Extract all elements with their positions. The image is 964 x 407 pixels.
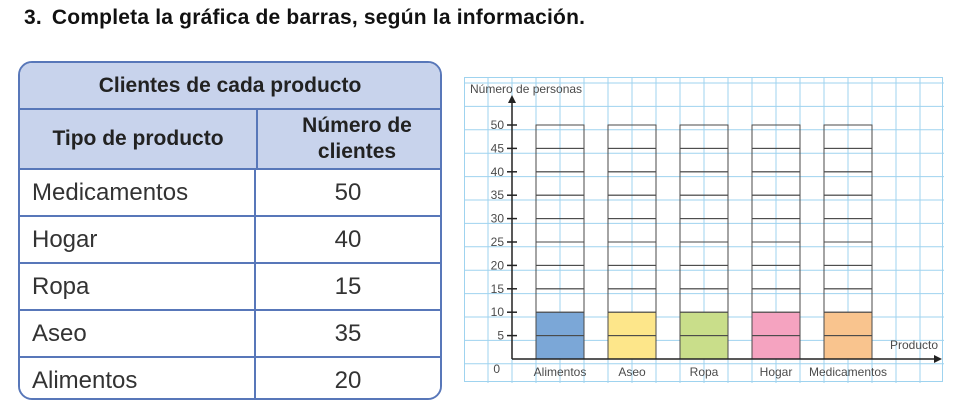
- bar-segment: [751, 124, 801, 149]
- y-axis-arrow: [508, 95, 516, 103]
- x-tick-label: Aseo: [618, 365, 646, 379]
- table-row: Hogar 40: [20, 217, 440, 264]
- table-header-row: Tipo de producto Número de clientes: [20, 110, 440, 170]
- row-count: 50: [334, 178, 362, 206]
- chart-axes: [507, 95, 942, 363]
- y-tick-label: 25: [491, 235, 505, 249]
- bar-segment: [535, 124, 585, 149]
- data-table: Clientes de cada producto Tipo de produc…: [18, 61, 442, 400]
- bar-chart: Alimentos Aseo Ropa Hogar Medicamentos 5 10 15 2…: [464, 77, 944, 383]
- y-tick-label: 50: [491, 118, 505, 132]
- exercise-number: 3.: [24, 6, 42, 29]
- y-tick-label: 15: [491, 282, 505, 296]
- row-product: Ropa: [20, 264, 256, 309]
- x-tick-label: Medicamentos: [809, 365, 887, 379]
- chart-bars: [535, 124, 873, 360]
- header-product-type: Tipo de producto: [20, 110, 258, 168]
- row-product: Aseo: [20, 311, 256, 356]
- row-count: 40: [334, 225, 362, 253]
- y-tick-label: 20: [491, 258, 505, 272]
- table-row: Alimentos 20: [20, 358, 440, 398]
- origin-label: 0: [493, 362, 500, 376]
- y-tick-label: 35: [491, 188, 505, 202]
- table-row: Medicamentos 50: [20, 170, 440, 217]
- y-tick-label: 5: [497, 329, 504, 343]
- row-product: Alimentos: [20, 358, 256, 398]
- y-tick-label: 40: [491, 165, 505, 179]
- row-product: Medicamentos: [20, 170, 256, 215]
- row-count: 15: [334, 272, 362, 300]
- bar-chart-svg: Alimentos Aseo Ropa Hogar Medicamentos 5 10 15 2…: [464, 77, 944, 383]
- x-tick-label: Hogar: [760, 365, 793, 379]
- x-axis-title: Producto: [890, 338, 938, 352]
- table-row: Ropa 15: [20, 264, 440, 311]
- x-tick-label: Alimentos: [534, 365, 587, 379]
- header-client-count: Número de clientes: [302, 114, 412, 163]
- x-tick-label: Ropa: [690, 365, 719, 379]
- row-count: 35: [334, 319, 362, 347]
- exercise-title: 3. Completa la gráfica de barras, según l…: [24, 6, 585, 30]
- row-count: 20: [334, 366, 362, 394]
- y-tick-label: 30: [491, 212, 505, 226]
- table-row: Aseo 35: [20, 311, 440, 358]
- bar-segment: [679, 124, 729, 149]
- y-tick-label: 45: [491, 141, 505, 155]
- exercise-instruction: Completa la gráfica de barras, según la …: [51, 6, 586, 29]
- x-axis-arrow: [934, 355, 942, 363]
- y-axis-title: Número de personas: [470, 82, 582, 96]
- bar-segment: [823, 124, 873, 149]
- chart-labels: Alimentos Aseo Ropa Hogar Medicamentos 5 10 15 2…: [470, 82, 938, 379]
- table-caption: Clientes de cada producto: [20, 63, 440, 110]
- row-product: Hogar: [20, 217, 256, 262]
- bar-segment: [607, 124, 657, 149]
- y-tick-label: 10: [491, 305, 505, 319]
